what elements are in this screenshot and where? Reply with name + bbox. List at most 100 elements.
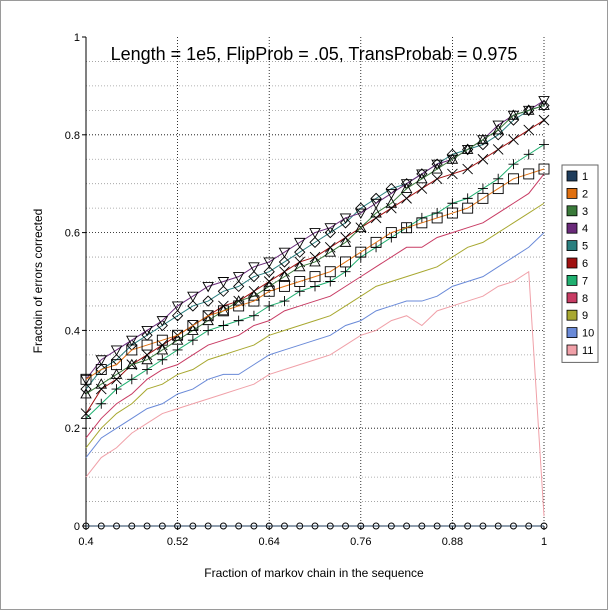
legend-item-6: 6 <box>566 257 588 270</box>
data-point <box>523 149 534 160</box>
data-point <box>235 522 243 530</box>
data-point <box>339 217 352 229</box>
data-point <box>492 120 504 131</box>
legend-label: 6 <box>582 258 588 270</box>
data-point <box>80 388 92 399</box>
data-point <box>431 159 443 171</box>
data-point <box>325 276 336 287</box>
data-point <box>279 280 290 292</box>
data-point <box>293 237 306 249</box>
data-point <box>477 135 489 146</box>
data-point <box>416 217 428 229</box>
data-point <box>264 300 275 311</box>
y-tick-label: 0.8 <box>65 130 80 142</box>
x-tick-label: 0.64 <box>258 536 279 548</box>
data-point <box>387 522 395 530</box>
series-10 <box>85 232 545 458</box>
x-tick-label: 1 <box>541 536 547 548</box>
data-point <box>355 221 367 233</box>
series-line <box>85 100 545 380</box>
data-point <box>401 193 412 204</box>
data-point <box>187 300 199 312</box>
legend-swatch <box>566 257 578 269</box>
series-2 <box>80 163 550 385</box>
data-point <box>385 189 398 200</box>
data-point <box>248 295 260 307</box>
data-point <box>217 277 230 288</box>
legend-swatch <box>566 344 578 356</box>
data-point <box>233 300 245 312</box>
data-point <box>202 310 214 322</box>
legend-item-7: 7 <box>566 274 588 287</box>
series-4 <box>80 96 550 386</box>
axes <box>82 36 545 530</box>
data-point <box>217 305 229 317</box>
data-point <box>538 114 550 126</box>
data-point <box>187 291 199 303</box>
data-point <box>311 522 319 530</box>
data-point <box>218 320 229 331</box>
data-point <box>462 193 473 204</box>
data-point <box>309 236 321 249</box>
x-tick-label: 0.88 <box>442 536 463 548</box>
data-point <box>110 368 123 379</box>
data-point <box>493 173 504 184</box>
data-point <box>401 222 413 234</box>
data-point <box>310 281 320 292</box>
data-point <box>309 256 321 267</box>
legend-label: 7 <box>582 275 588 287</box>
legend-swatch <box>566 292 578 304</box>
data-point <box>416 172 428 184</box>
data-point <box>372 522 380 530</box>
data-point <box>477 192 489 204</box>
data-point <box>156 334 168 346</box>
data-point <box>479 522 487 530</box>
data-point <box>433 522 441 530</box>
data-point <box>370 198 382 210</box>
data-point <box>248 262 260 273</box>
y-tick-label: 0 <box>74 521 80 533</box>
data-point <box>538 96 550 107</box>
y-tick-label: 1 <box>74 32 80 44</box>
y-axis-label: Fractoin of errors corrected <box>31 209 45 354</box>
data-point <box>82 522 90 530</box>
legend-label: 2 <box>582 188 588 200</box>
data-point <box>233 280 245 293</box>
data-point <box>111 359 122 371</box>
data-point <box>448 522 456 530</box>
series-line <box>85 119 545 414</box>
data-point <box>355 246 367 258</box>
data-point <box>340 266 351 277</box>
series-6 <box>80 114 550 419</box>
data-point <box>418 522 426 530</box>
legend-label: 9 <box>582 310 588 322</box>
data-point <box>492 129 504 141</box>
series-line <box>85 168 545 380</box>
data-point <box>492 144 504 155</box>
data-point <box>126 358 138 370</box>
legend-swatch <box>566 327 578 339</box>
legend-label: 8 <box>582 293 588 305</box>
legend-item-10: 10 <box>566 327 594 340</box>
y-tick-label: 0.6 <box>65 228 80 240</box>
data-point <box>446 154 459 166</box>
data-point <box>204 522 212 530</box>
data-point <box>525 522 533 530</box>
y-tick-label: 0.2 <box>65 423 80 435</box>
legend-swatch <box>566 274 578 286</box>
data-point <box>462 163 473 175</box>
legend-item-5: 5 <box>566 240 588 253</box>
data-point <box>263 257 275 268</box>
data-point <box>281 522 288 530</box>
data-point <box>126 374 137 385</box>
legend-swatch <box>566 170 578 182</box>
data-point <box>494 522 502 530</box>
legend-label: 3 <box>582 206 588 218</box>
series-line <box>85 202 545 449</box>
data-point <box>278 256 291 268</box>
data-point <box>309 271 321 283</box>
legend-label: 10 <box>582 328 594 340</box>
data-point <box>157 354 168 365</box>
data-point <box>81 413 91 424</box>
data-point <box>309 228 321 239</box>
